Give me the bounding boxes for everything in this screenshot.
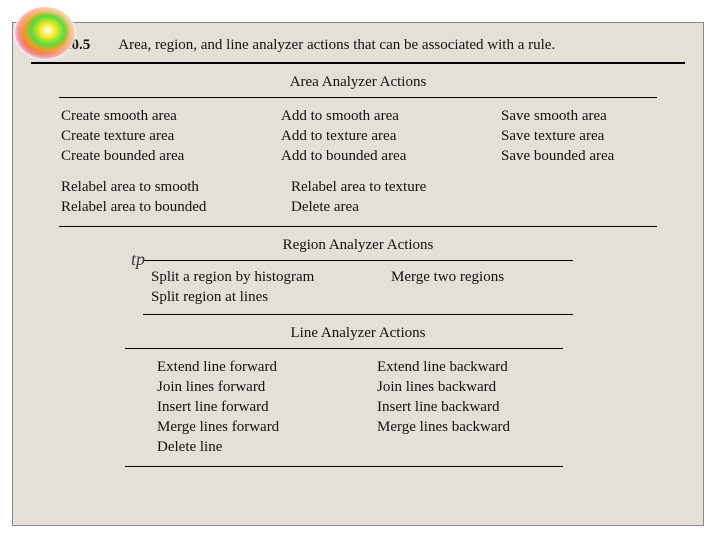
region-cell: Merge two regions: [391, 269, 565, 286]
line-cell: Merge lines forward: [157, 419, 367, 436]
line-cell: Extend line backward: [377, 359, 553, 376]
region-grid: Split a region by histogram Merge two re…: [13, 261, 703, 314]
region-section-title: Region Analyzer Actions: [13, 227, 703, 258]
line-rule-bot: [125, 466, 563, 467]
area-section: Area Analyzer Actions Create smooth area…: [13, 64, 703, 227]
region-rule-bot: [143, 314, 573, 315]
area-cell: Relabel area to bounded: [61, 199, 281, 216]
table-caption: Area, region, and line analyzer actions …: [118, 37, 555, 54]
area-cell: Create bounded area: [61, 148, 271, 165]
line-cell: Join lines forward: [157, 379, 367, 396]
region-cell: [391, 289, 565, 306]
region-cell: Split a region by histogram: [151, 269, 381, 286]
line-cell: Merge lines backward: [377, 419, 553, 436]
area-cell: Add to smooth area: [281, 108, 491, 125]
area-cell: Add to bounded area: [281, 148, 491, 165]
region-cell: Split region at lines: [151, 289, 381, 306]
area-cell: Save smooth area: [501, 108, 655, 125]
line-cell: Insert line forward: [157, 399, 367, 416]
line-cell: Join lines backward: [377, 379, 553, 396]
area-cell: Create texture area: [61, 128, 271, 145]
area-cell: Relabel area to smooth: [61, 179, 281, 196]
area-cell: Save texture area: [501, 128, 655, 145]
area-cell: Create smooth area: [61, 108, 271, 125]
area-cell: Save bounded area: [501, 148, 655, 165]
line-cell: [377, 439, 553, 456]
area-cell: Relabel area to texture: [291, 179, 655, 196]
handwritten-annotation: tp: [131, 249, 145, 270]
line-cell: Delete line: [157, 439, 367, 456]
line-grid: Extend line forward Extend line backward…: [13, 349, 703, 466]
area-grid-1: Create smooth area Add to smooth area Sa…: [13, 98, 703, 173]
area-cell: Delete area: [291, 199, 655, 216]
line-cell: Insert line backward: [377, 399, 553, 416]
area-grid-2: Relabel area to smooth Relabel area to t…: [13, 173, 703, 226]
decorative-orb-icon: [14, 6, 76, 60]
area-section-title: Area Analyzer Actions: [13, 64, 703, 95]
line-cell: Extend line forward: [157, 359, 367, 376]
line-section: Line Analyzer Actions Extend line forwar…: [13, 315, 703, 467]
table-header: Table 10.5 Area, region, and line analyz…: [13, 23, 703, 60]
line-section-title: Line Analyzer Actions: [13, 315, 703, 346]
scanned-page: Table 10.5 Area, region, and line analyz…: [12, 22, 704, 526]
region-section: Region Analyzer Actions tp Split a regio…: [13, 227, 703, 315]
area-cell: Add to texture area: [281, 128, 491, 145]
